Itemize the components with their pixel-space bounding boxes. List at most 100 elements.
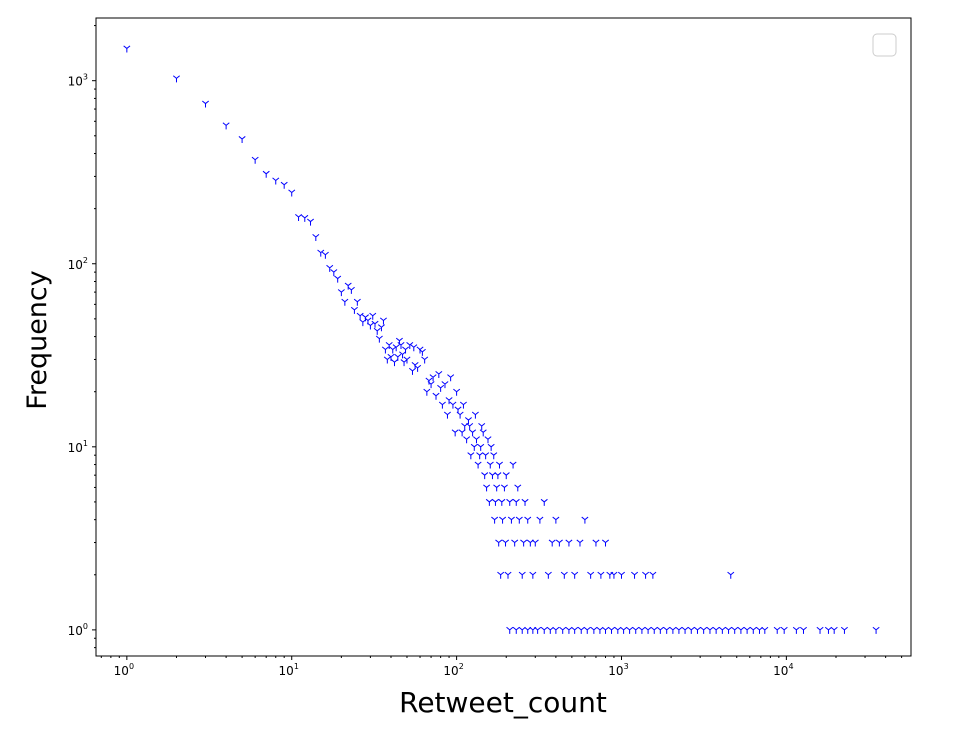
data-point bbox=[737, 626, 745, 634]
data-point bbox=[780, 626, 788, 634]
data-point bbox=[514, 484, 522, 492]
data-point bbox=[321, 251, 329, 259]
data-point bbox=[437, 384, 445, 392]
data-point bbox=[540, 626, 548, 634]
data-point bbox=[642, 571, 650, 579]
data-point bbox=[581, 516, 589, 524]
data-point bbox=[840, 626, 848, 634]
data-point bbox=[617, 571, 626, 579]
data-point bbox=[435, 370, 443, 378]
data-point bbox=[577, 626, 585, 634]
data-point bbox=[486, 461, 494, 469]
data-point bbox=[222, 122, 230, 130]
y-tick-label: 102 bbox=[68, 256, 88, 272]
x-tick-label: 103 bbox=[608, 662, 628, 678]
data-point bbox=[576, 539, 584, 547]
data-point bbox=[799, 626, 808, 634]
data-point bbox=[515, 516, 523, 524]
data-point bbox=[485, 498, 493, 506]
data-point bbox=[502, 539, 510, 547]
data-point bbox=[495, 539, 503, 547]
data-point bbox=[755, 626, 764, 634]
data-point bbox=[353, 298, 361, 306]
data-point bbox=[650, 626, 658, 634]
data-point bbox=[524, 626, 532, 634]
data-point bbox=[306, 218, 315, 226]
y-axis-ticks: 100 101 102 103 bbox=[68, 25, 96, 649]
data-point bbox=[385, 341, 393, 349]
data-point bbox=[565, 626, 573, 634]
data-point bbox=[687, 626, 695, 634]
data-point bbox=[451, 429, 459, 437]
data-point bbox=[423, 388, 431, 396]
data-point bbox=[663, 626, 671, 634]
data-point bbox=[402, 346, 410, 354]
data-point bbox=[438, 401, 446, 409]
data-point bbox=[399, 351, 407, 359]
data-point bbox=[830, 626, 838, 634]
data-point bbox=[326, 264, 334, 272]
data-point bbox=[669, 626, 677, 634]
data-point bbox=[470, 443, 478, 451]
data-point bbox=[491, 498, 499, 506]
data-point bbox=[356, 312, 364, 320]
data-point bbox=[731, 626, 739, 634]
data-point bbox=[272, 177, 280, 185]
data-point bbox=[341, 298, 349, 306]
data-point bbox=[824, 626, 832, 634]
data-point bbox=[494, 472, 502, 480]
data-point bbox=[471, 411, 479, 419]
data-point bbox=[389, 346, 397, 354]
data-point bbox=[656, 626, 664, 634]
data-point bbox=[872, 626, 880, 634]
data-point bbox=[706, 626, 714, 634]
data-point bbox=[481, 472, 489, 480]
data-point bbox=[443, 411, 451, 419]
data-point bbox=[718, 626, 726, 634]
data-point bbox=[512, 626, 520, 634]
data-point bbox=[447, 374, 455, 382]
data-point bbox=[531, 539, 539, 547]
data-point bbox=[375, 335, 383, 343]
data-point bbox=[317, 249, 325, 257]
data-point bbox=[251, 156, 259, 164]
data-point bbox=[456, 411, 464, 419]
data-point bbox=[476, 452, 484, 460]
data-point bbox=[172, 75, 180, 83]
data-point bbox=[610, 571, 618, 579]
data-point bbox=[453, 388, 461, 396]
data-point bbox=[509, 461, 517, 469]
y-tick-label: 103 bbox=[68, 73, 88, 89]
x-axis-label: Retweet_count bbox=[399, 686, 607, 719]
data-points bbox=[123, 45, 880, 634]
data-point bbox=[590, 626, 598, 634]
data-point bbox=[403, 356, 411, 364]
data-point bbox=[466, 422, 474, 430]
data-point bbox=[392, 344, 400, 352]
data-point bbox=[414, 364, 422, 372]
data-point bbox=[506, 626, 514, 634]
y-tick-label: 101 bbox=[68, 439, 88, 455]
x-axis-ticks: 100 101 102 103 104 bbox=[100, 656, 903, 678]
data-point bbox=[596, 626, 604, 634]
data-point bbox=[347, 286, 355, 294]
data-point bbox=[816, 626, 824, 634]
data-point bbox=[712, 626, 720, 634]
data-point bbox=[499, 516, 507, 524]
data-point bbox=[571, 626, 579, 634]
data-point bbox=[495, 461, 504, 469]
data-point bbox=[773, 626, 781, 634]
data-point bbox=[592, 539, 600, 547]
x-tick-label: 104 bbox=[773, 662, 793, 678]
data-point bbox=[369, 312, 377, 320]
data-point bbox=[497, 571, 505, 579]
data-point bbox=[400, 359, 408, 367]
data-point bbox=[552, 516, 560, 524]
data-point bbox=[548, 539, 556, 547]
data-point bbox=[520, 539, 528, 547]
data-point bbox=[482, 452, 490, 460]
data-point bbox=[408, 367, 417, 375]
data-point bbox=[583, 626, 591, 634]
data-point bbox=[571, 571, 579, 579]
data-point bbox=[280, 181, 288, 189]
